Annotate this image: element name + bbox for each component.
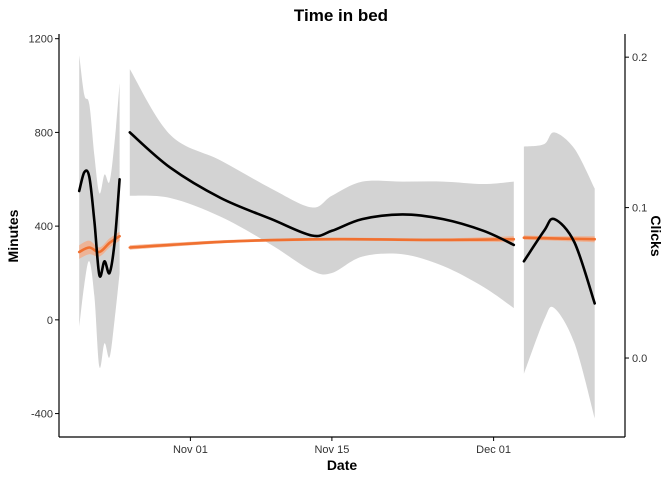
y2-tick-label: 0.0 xyxy=(632,353,647,365)
clicks-line-3 xyxy=(522,236,596,241)
clicks-band-1 xyxy=(79,231,120,259)
x-tick-label: Nov 15 xyxy=(314,444,349,456)
y-tick-label: -400 xyxy=(31,409,53,421)
clicks-lines xyxy=(77,234,596,254)
clicks-line-1 xyxy=(77,234,121,254)
x-tick-label: Dec 01 xyxy=(476,444,511,456)
minutes-band-3 xyxy=(523,132,595,419)
y-tick-label: 1200 xyxy=(29,34,53,46)
y-ticks-left: -400 0 400 800 1200 xyxy=(29,34,59,421)
y-ticks-right: 0.0 0.1 0.2 xyxy=(625,52,647,365)
x-axis-title: Date xyxy=(327,457,358,473)
y2-tick-label: 0.1 xyxy=(632,203,647,215)
minutes-line-1 xyxy=(77,169,121,278)
chart-title: Time in bed xyxy=(294,6,388,25)
minutes-line-3 xyxy=(522,217,596,305)
clicks-line-2 xyxy=(128,237,516,249)
minutes-band-1 xyxy=(79,55,120,369)
y-tick-label: 800 xyxy=(35,127,53,139)
y2-axis-title: Clicks xyxy=(648,215,664,256)
y2-tick-label: 0.2 xyxy=(632,52,647,64)
minutes-confidence-bands xyxy=(79,55,595,419)
x-tick-label: Nov 01 xyxy=(173,444,208,456)
minutes-lines xyxy=(77,131,596,305)
y-tick-label: 400 xyxy=(35,221,53,233)
minutes-line-2 xyxy=(128,131,516,247)
y-axis-title: Minutes xyxy=(5,209,21,262)
x-ticks: Nov 01 Nov 15 Dec 01 xyxy=(173,437,511,456)
y-tick-label: 0 xyxy=(47,315,53,327)
minutes-band-2 xyxy=(129,69,514,309)
